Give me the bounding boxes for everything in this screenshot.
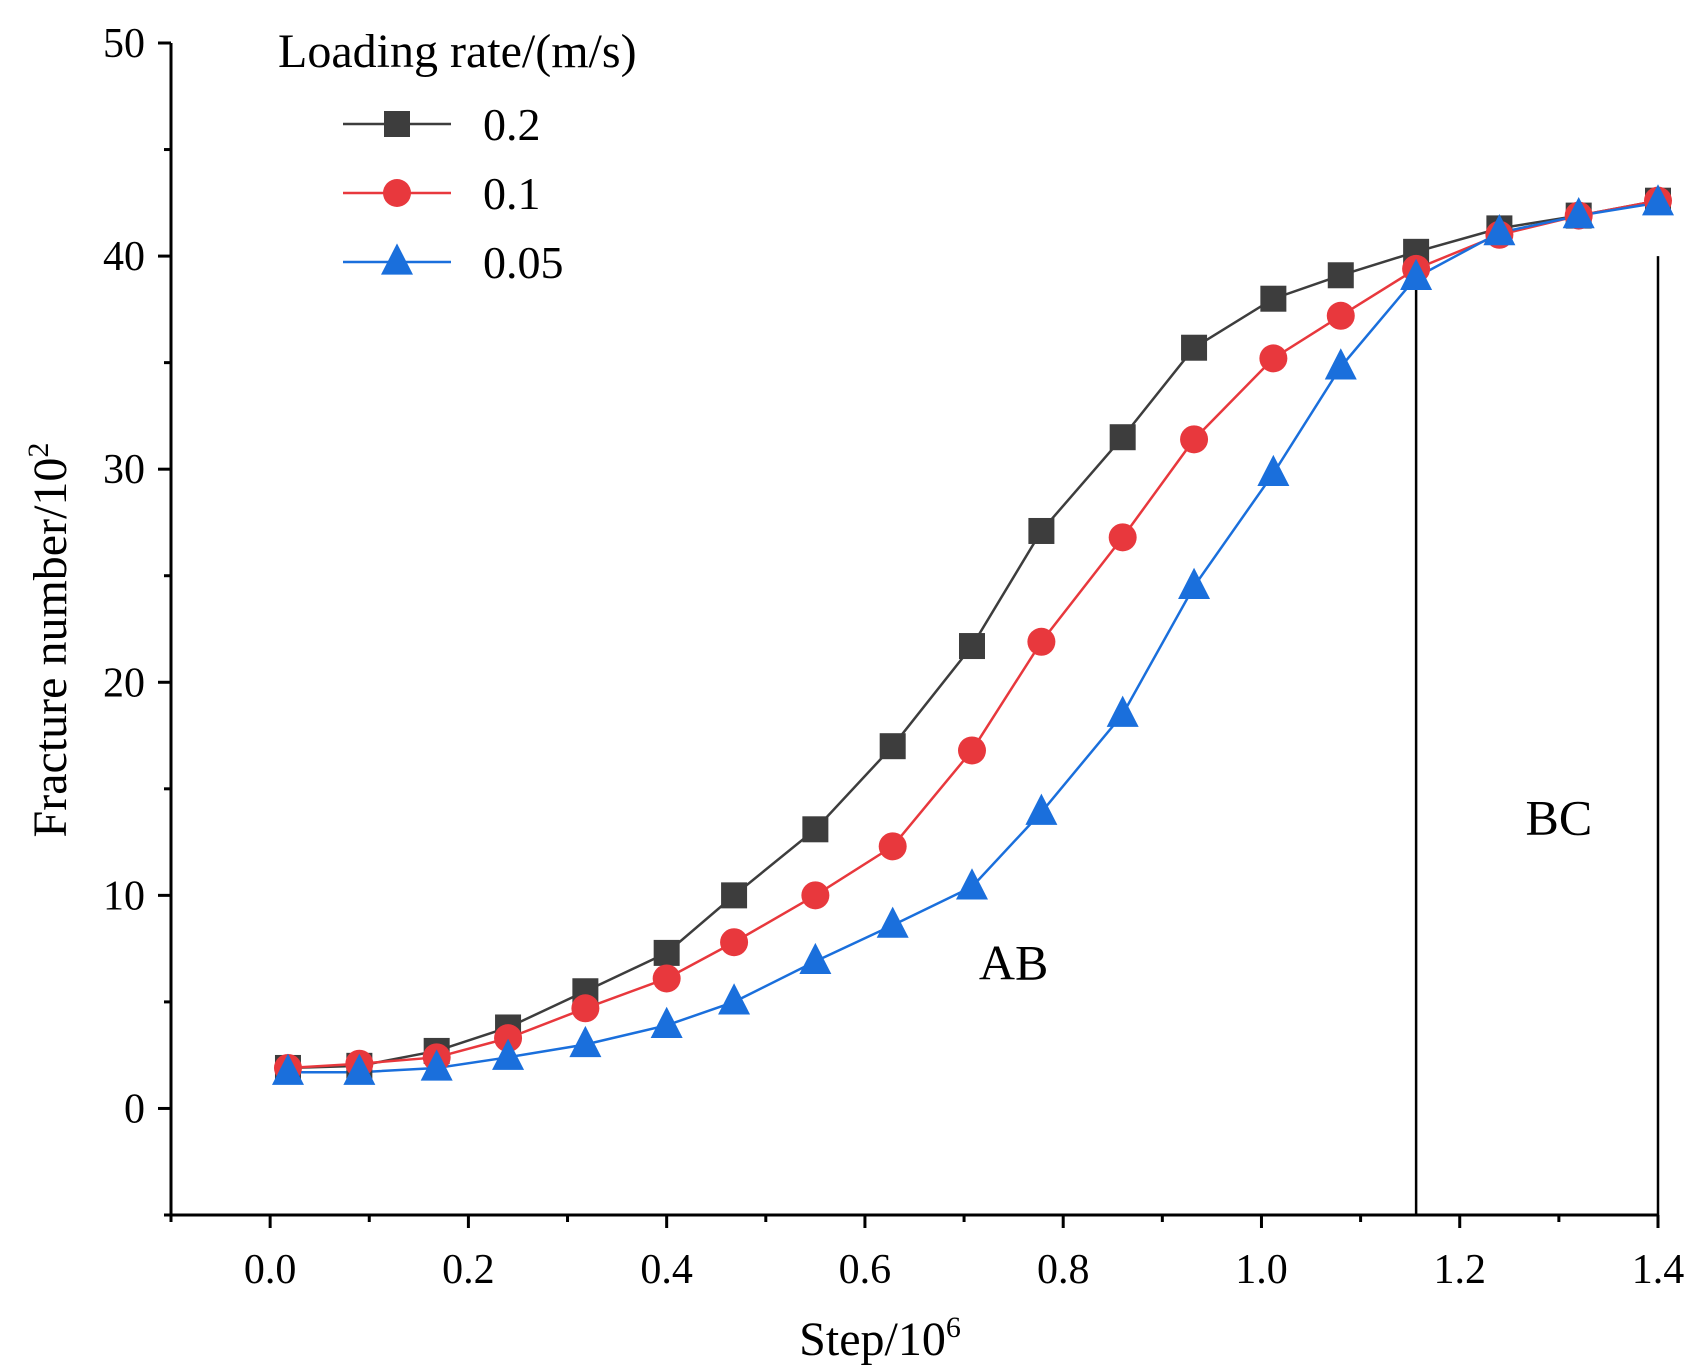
data-point-0.05 <box>1483 214 1516 246</box>
series-markers <box>271 184 1674 1085</box>
data-point-0.05 <box>1106 695 1139 727</box>
x-tick-label: 0.2 <box>442 1247 495 1293</box>
data-point-0.05 <box>650 1006 683 1038</box>
region-annotations: AB BC <box>979 790 1592 991</box>
axes: 0.0 0.2 0.4 0.6 0.8 1.0 1.2 1.4 0 10 20 30 40 50 Step/… <box>22 21 1684 1366</box>
data-point-0.1 <box>878 832 907 861</box>
y-axis-title: Fracture number/102 <box>22 443 77 838</box>
data-point-0.05 <box>876 906 909 938</box>
data-point-0.2 <box>721 882 748 909</box>
data-point-0.2 <box>1260 285 1287 312</box>
y-tick-label: 30 <box>103 447 145 493</box>
data-point-0.1 <box>1027 627 1056 656</box>
x-tick-label: 0.4 <box>640 1247 693 1293</box>
data-point-0.1 <box>801 881 830 910</box>
data-point-0.1 <box>1326 301 1355 330</box>
x-tick-label: 1.2 <box>1433 1247 1486 1293</box>
data-point-0.1 <box>652 964 681 993</box>
y-axis-title-text: Fracture number/10 <box>24 458 77 838</box>
data-point-0.05 <box>343 1053 376 1085</box>
data-point-0.1 <box>720 928 749 957</box>
data-point-0.2 <box>958 633 985 660</box>
x-axis-title-exponent: 6 <box>946 1311 961 1344</box>
legend-label: 0.05 <box>483 237 564 288</box>
data-point-0.05 <box>1257 454 1290 487</box>
y-tick-label: 20 <box>103 660 145 706</box>
data-point-0.1 <box>957 736 986 765</box>
data-point-0.2 <box>1028 517 1055 544</box>
data-point-0.05 <box>1178 567 1211 599</box>
x-axis-title-text: Step/10 <box>799 1313 946 1366</box>
y-tick-label: 40 <box>103 234 145 280</box>
data-point-0.05 <box>955 868 988 900</box>
data-point-0.05 <box>569 1025 602 1058</box>
data-point-0.05 <box>492 1038 525 1070</box>
legend: Loading rate/(m/s) 0.2 0.1 0.05 <box>278 25 637 288</box>
data-point-0.2 <box>802 816 829 843</box>
data-point-0.1 <box>571 994 600 1023</box>
x-tick-label: 1.4 <box>1632 1247 1685 1293</box>
data-point-0.05 <box>1562 197 1595 229</box>
data-point-0.05 <box>420 1049 453 1081</box>
data-point-0.1 <box>1259 344 1288 373</box>
data-point-0.2 <box>1327 262 1354 289</box>
region-label-bc: BC <box>1526 790 1593 846</box>
legend-label: 0.1 <box>483 168 541 219</box>
y-tick-label: 0 <box>124 1086 145 1132</box>
legend-title: Loading rate/(m/s) <box>278 25 637 78</box>
region-label-ab: AB <box>979 935 1048 991</box>
y-axis-title-exponent: 2 <box>22 443 55 458</box>
data-point-0.1 <box>1180 425 1209 454</box>
data-point-0.05 <box>1642 184 1674 216</box>
data-point-0.1 <box>1108 523 1137 552</box>
legend-label: 0.2 <box>483 99 541 150</box>
y-tick-label: 50 <box>103 21 145 67</box>
data-point-0.2 <box>653 939 680 966</box>
x-tick-label: 1.0 <box>1235 1247 1288 1293</box>
data-point-0.1 <box>494 1024 523 1053</box>
legend-marker <box>383 179 411 207</box>
legend-marker <box>384 111 410 137</box>
data-point-0.2 <box>1181 334 1208 361</box>
data-point-0.05 <box>1025 793 1058 825</box>
x-tick-label: 0.8 <box>1037 1247 1090 1293</box>
data-point-0.05 <box>271 1053 304 1085</box>
x-tick-label: 0.6 <box>839 1247 892 1293</box>
data-point-0.05 <box>718 983 751 1015</box>
region-divider-lines <box>1414 256 1660 1215</box>
data-point-0.05 <box>799 942 832 975</box>
data-point-0.05 <box>1324 348 1357 380</box>
x-axis-title: Step/106 <box>799 1311 961 1366</box>
data-point-0.2 <box>879 733 906 760</box>
data-point-0.05 <box>1400 258 1433 290</box>
legend-marker <box>381 243 413 275</box>
x-tick-label: 0.0 <box>244 1247 297 1293</box>
y-tick-label: 10 <box>103 873 145 919</box>
data-point-0.2 <box>1109 424 1136 451</box>
